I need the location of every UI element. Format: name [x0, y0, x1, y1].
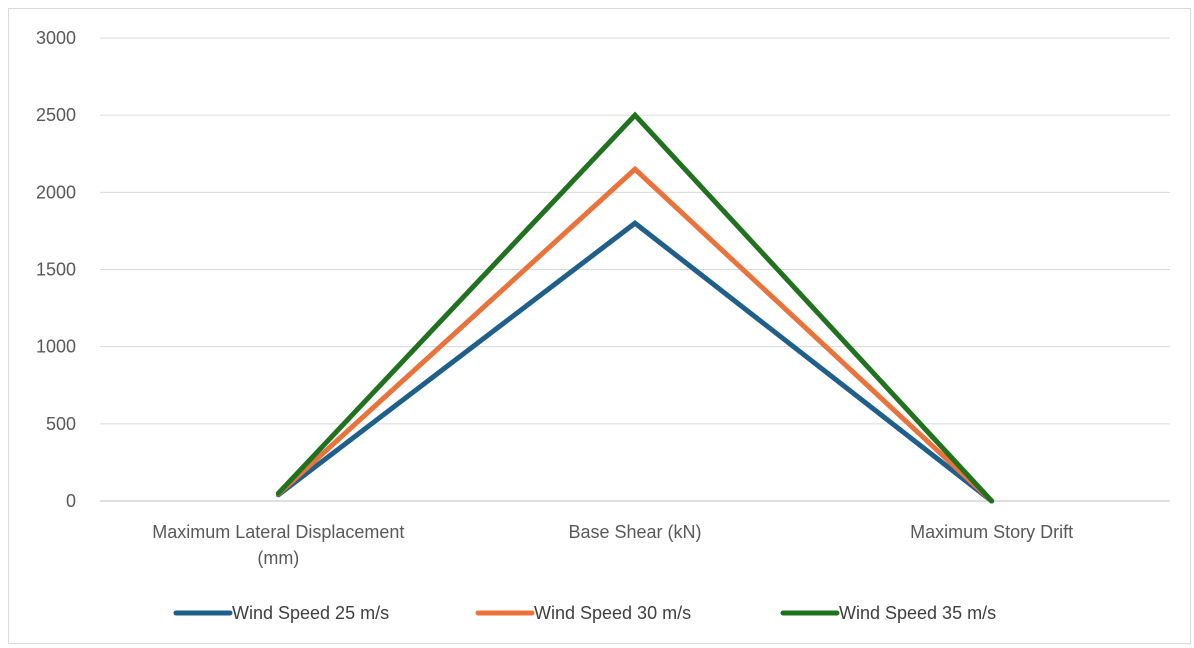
- y-tick-label: 1000: [36, 337, 76, 357]
- x-tick-label: Base Shear (kN): [568, 522, 701, 542]
- legend-label: Wind Speed 25 m/s: [232, 603, 389, 623]
- series-line: [275, 111, 995, 504]
- x-axis-ticks: Maximum Lateral Displacement (mm) Base She…: [152, 522, 1073, 568]
- legend-label: Wind Speed 35 m/s: [839, 603, 996, 623]
- series-line: [275, 165, 995, 504]
- gridlines: [100, 37, 1170, 502]
- y-tick-label: 2500: [36, 105, 76, 125]
- legend: Wind Speed 25 m/s Wind Speed 30 m/s Wind S…: [173, 603, 996, 623]
- y-tick-label: 3000: [36, 28, 76, 48]
- y-tick-label: 500: [46, 414, 76, 434]
- y-axis-ticks: 0 500 1000 1500 2000 2500 3000: [36, 28, 76, 511]
- chart-area: 0 500 1000 1500 2000 2500 3000 Maximum Lateral…: [8, 8, 1191, 644]
- series-lines: [275, 111, 995, 504]
- y-tick-label: 0: [66, 491, 76, 511]
- series-line: [275, 220, 995, 504]
- legend-label: Wind Speed 30 m/s: [534, 603, 691, 623]
- y-tick-label: 1500: [36, 260, 76, 280]
- x-tick-label: Maximum Story Drift: [910, 522, 1073, 542]
- x-tick-label: Maximum Lateral Displacement (mm): [152, 522, 404, 568]
- y-tick-label: 2000: [36, 182, 76, 202]
